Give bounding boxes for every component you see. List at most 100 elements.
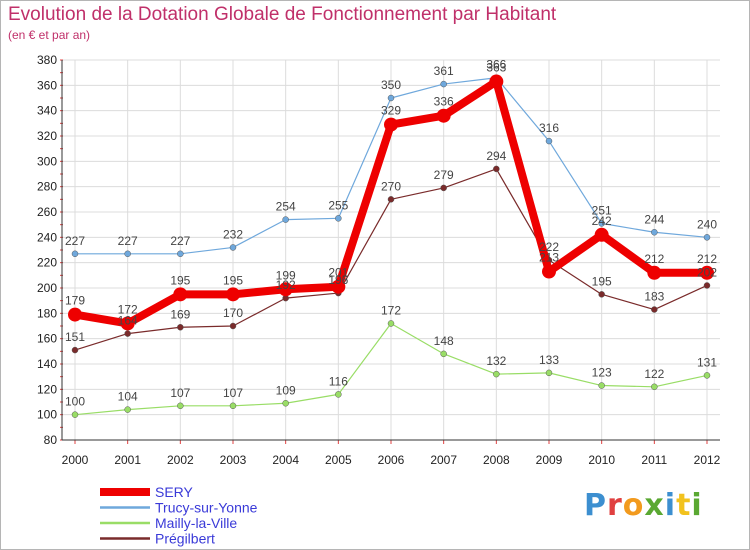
data-label: 212: [644, 252, 664, 266]
data-label: 254: [276, 200, 296, 214]
data-label: 131: [697, 355, 717, 369]
y-tick-label: 320: [37, 129, 57, 143]
data-point: [387, 196, 395, 203]
logo-letter: t: [676, 488, 692, 523]
data-point: [71, 346, 79, 354]
data-point: [335, 391, 342, 398]
data-point: [173, 287, 188, 302]
data-point: [489, 74, 504, 89]
data-point: [493, 370, 500, 378]
x-tick-label: 2010: [588, 453, 615, 467]
data-label: 255: [328, 198, 348, 212]
chart-subtitle: (en € et par an): [8, 28, 91, 42]
data-point: [436, 108, 451, 123]
data-label: 242: [592, 214, 612, 228]
data-point: [226, 287, 240, 302]
x-tick-label: 2005: [325, 453, 352, 467]
data-point: [387, 320, 395, 327]
x-tick-label: 2001: [114, 453, 141, 467]
data-point: [440, 350, 447, 358]
data-label: 195: [170, 273, 190, 287]
data-label: 148: [434, 334, 454, 348]
data-point: [278, 282, 293, 297]
data-point: [282, 216, 289, 223]
data-label: 122: [644, 367, 664, 381]
data-label: 172: [118, 302, 138, 316]
y-tick-label: 180: [37, 306, 57, 320]
y-tick-label: 200: [37, 281, 57, 295]
data-point: [493, 165, 500, 173]
data-label: 240: [697, 217, 717, 231]
data-label: 329: [381, 104, 401, 118]
data-point: [598, 382, 605, 389]
data-label: 222: [539, 240, 559, 254]
data-point: [651, 306, 658, 313]
legend-label: SERY: [155, 484, 194, 500]
data-label: 100: [65, 395, 85, 409]
data-label: 107: [223, 386, 243, 400]
data-label: 227: [65, 234, 85, 248]
data-label: 123: [592, 366, 612, 380]
data-label: 132: [486, 354, 506, 368]
legend-label: Prégilbert: [155, 531, 215, 547]
y-tick-label: 300: [37, 154, 57, 168]
chart-title: Evolution de la Dotation Globale de Fonc…: [8, 4, 557, 25]
data-label: 192: [276, 278, 296, 292]
y-tick-label: 260: [37, 205, 57, 219]
data-label: 316: [539, 121, 559, 135]
data-point: [229, 244, 237, 251]
data-label: 199: [276, 268, 296, 282]
x-tick-label: 2008: [483, 453, 510, 467]
data-label: 363: [486, 61, 506, 75]
logo-letter: i: [691, 488, 703, 523]
data-label: 179: [65, 294, 85, 308]
logo-letter: x: [644, 488, 665, 523]
data-label: 366: [486, 58, 506, 72]
x-tick-label: 2002: [167, 453, 194, 467]
data-label: 170: [223, 306, 243, 320]
data-label: 151: [65, 330, 85, 344]
logo-letter: r: [607, 488, 623, 523]
x-tick-label: 2000: [62, 453, 89, 467]
data-label: 172: [381, 303, 401, 317]
legend: SERYTrucy-sur-YonneMailly-la-VillePrégil…: [100, 484, 258, 547]
y-tick-label: 140: [37, 357, 57, 371]
data-point: [177, 324, 184, 331]
legend-label: Mailly-la-Ville: [155, 515, 237, 531]
data-point: [651, 229, 658, 236]
data-point: [542, 264, 556, 279]
data-label: 244: [644, 212, 664, 226]
x-tick-label: 2007: [430, 453, 457, 467]
data-point: [598, 220, 605, 227]
data-point: [229, 402, 237, 410]
data-label: 279: [434, 168, 454, 182]
data-point: [651, 383, 658, 391]
y-tick-label: 120: [37, 382, 57, 396]
data-point: [384, 117, 398, 132]
data-point: [598, 291, 605, 298]
x-tick-label: 2004: [272, 453, 299, 467]
data-label: 212: [697, 252, 717, 266]
y-tick-label: 380: [37, 53, 57, 67]
data-point: [331, 279, 346, 294]
data-point: [177, 402, 184, 410]
data-label: 183: [644, 290, 664, 304]
axes: 80 100 120 140 160 180 200 220 240 260 280 300 320 34…: [37, 53, 721, 467]
data-point: [440, 80, 447, 88]
data-label: 195: [592, 274, 612, 288]
logo-letter: o: [622, 488, 645, 523]
data-label: 270: [381, 179, 401, 193]
y-tick-label: 340: [37, 104, 57, 118]
data-label: 104: [118, 390, 138, 404]
series-lines: [68, 74, 714, 418]
data-point: [594, 227, 609, 242]
y-tick-label: 100: [37, 408, 57, 422]
y-tick-label: 240: [37, 230, 57, 244]
data-label: 213: [539, 251, 559, 265]
data-label: 169: [170, 307, 190, 321]
data-point: [68, 307, 82, 322]
data-label: 227: [118, 234, 138, 248]
data-point: [71, 411, 79, 418]
legend-label: Trucy-sur-Yonne: [155, 500, 258, 516]
